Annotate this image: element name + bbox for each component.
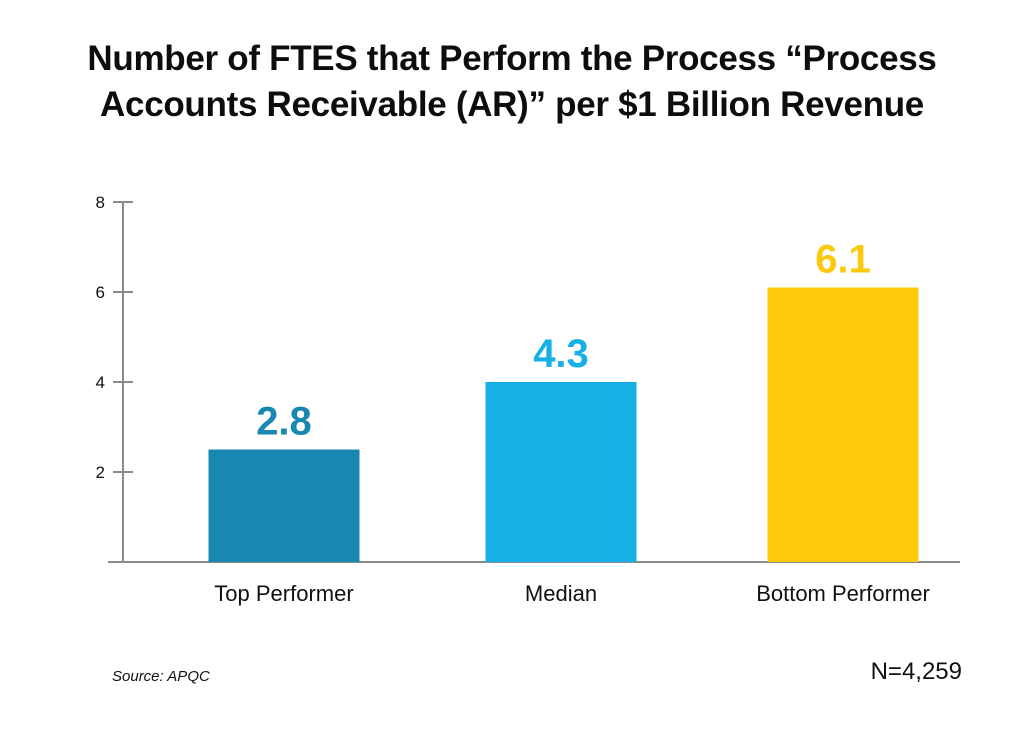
bar-median bbox=[485, 382, 637, 562]
chart-title: Number of FTES that Perform the Process … bbox=[0, 36, 1024, 128]
value-label-median: 4.3 bbox=[533, 332, 589, 376]
sample-size-label: N=4,259 bbox=[870, 658, 962, 685]
value-label-top-performer: 2.8 bbox=[256, 400, 312, 444]
value-label-bottom-performer: 6.1 bbox=[815, 238, 871, 282]
bar-bottom-performer bbox=[767, 287, 919, 562]
y-tick-label-6: 6 bbox=[96, 283, 105, 302]
y-tick-label-2: 2 bbox=[96, 463, 105, 482]
y-tick-label-4: 4 bbox=[96, 373, 105, 392]
bar-top-performer bbox=[208, 449, 360, 562]
chart-title-line-2: Accounts Receivable (AR)” per $1 Billion… bbox=[100, 85, 924, 124]
chart-title-line-1: Number of FTES that Perform the Process … bbox=[87, 39, 937, 78]
category-label-top-performer: Top Performer bbox=[214, 581, 353, 606]
y-tick-label-8: 8 bbox=[96, 193, 105, 212]
source-note: Source: APQC bbox=[112, 668, 210, 685]
category-label-median: Median bbox=[525, 581, 597, 606]
category-label-bottom-performer: Bottom Performer bbox=[756, 581, 930, 606]
